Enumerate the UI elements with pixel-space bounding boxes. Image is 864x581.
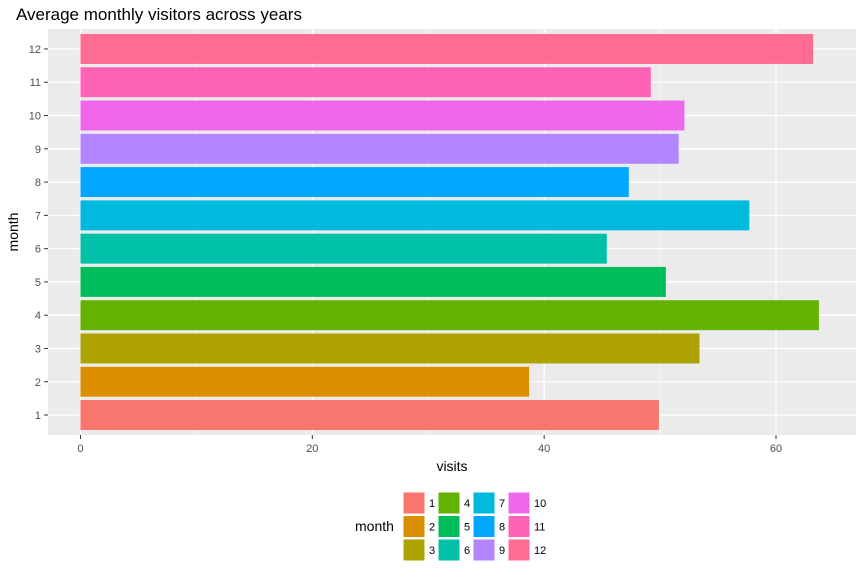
x-tick-label: 40 xyxy=(538,443,550,455)
x-axis: 0 20 40 60 xyxy=(77,435,782,455)
legend-key-4 xyxy=(437,491,461,515)
x-tick-label: 60 xyxy=(770,443,782,455)
legend-label-7: 7 xyxy=(499,498,505,510)
legend-label-4: 4 xyxy=(464,498,470,510)
legend-label-10: 10 xyxy=(534,498,546,510)
legend-title: month xyxy=(355,518,394,534)
y-tick-label: 7 xyxy=(35,210,41,222)
legend-label-11: 11 xyxy=(534,522,545,534)
legend-label-5: 5 xyxy=(464,522,470,534)
y-tick-label: 12 xyxy=(29,44,41,56)
bar-month-10 xyxy=(80,100,685,131)
bar-month-12 xyxy=(80,33,814,64)
y-tick-label: 9 xyxy=(35,144,41,156)
bar-month-9 xyxy=(80,133,679,164)
bar-month-5 xyxy=(80,266,666,297)
bars xyxy=(80,33,819,431)
legend-key-6 xyxy=(437,538,461,562)
legend-key-5 xyxy=(437,515,461,538)
legend-label-3: 3 xyxy=(429,545,435,557)
y-tick-label: 11 xyxy=(30,77,41,89)
legend-key-2 xyxy=(402,515,426,538)
legend-key-12 xyxy=(507,538,531,562)
bar-month-2 xyxy=(80,366,530,397)
bar-month-1 xyxy=(80,400,659,431)
bar-month-7 xyxy=(80,200,750,231)
legend-key-9 xyxy=(472,538,496,562)
legend-key-11 xyxy=(507,515,531,538)
y-tick-label: 4 xyxy=(35,310,41,322)
legend-key-10 xyxy=(507,491,531,515)
legend-key-1 xyxy=(402,491,426,515)
bar-month-3 xyxy=(80,333,700,364)
legend-label-1: 1 xyxy=(429,498,435,510)
y-tick-label: 5 xyxy=(35,277,41,289)
x-axis-title: visits xyxy=(436,458,467,474)
y-tick-label: 10 xyxy=(29,111,41,123)
legend-label-12: 12 xyxy=(534,545,546,557)
chart-title: Average monthly visitors across years xyxy=(16,5,302,24)
legend-label-6: 6 xyxy=(464,545,470,557)
legend-key-8 xyxy=(472,515,496,538)
legend-label-9: 9 xyxy=(499,545,505,557)
legend-key-3 xyxy=(402,538,426,562)
bar-month-4 xyxy=(80,300,819,331)
bar-month-6 xyxy=(80,233,607,264)
y-tick-label: 1 xyxy=(35,410,41,422)
legend-label-2: 2 xyxy=(429,522,435,534)
y-tick-label: 2 xyxy=(35,377,41,389)
y-tick-label: 3 xyxy=(35,343,41,355)
legend-key-7 xyxy=(472,491,496,515)
x-tick-label: 20 xyxy=(306,443,318,455)
y-tick-label: 8 xyxy=(35,177,41,189)
bar-month-11 xyxy=(80,67,651,98)
y-axis-title: month xyxy=(5,213,21,252)
x-tick-label: 0 xyxy=(77,443,83,455)
legend-label-8: 8 xyxy=(499,522,505,534)
y-tick-label: 6 xyxy=(35,244,41,256)
bar-month-8 xyxy=(80,167,629,198)
